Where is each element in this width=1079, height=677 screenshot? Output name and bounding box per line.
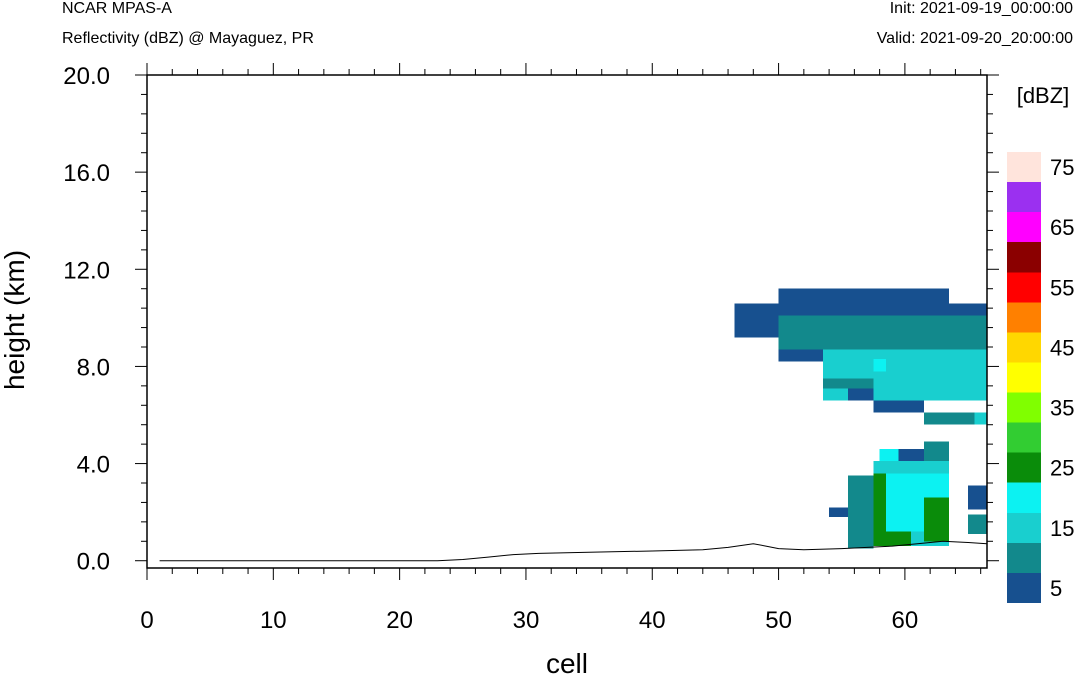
reflectivity-cell-9 bbox=[923, 412, 975, 425]
colorbar-label: 15 bbox=[1050, 516, 1074, 541]
plot-frame bbox=[146, 74, 988, 569]
reflectivity-cell-3 bbox=[778, 315, 987, 350]
reflectivity-cell-2 bbox=[778, 303, 987, 316]
plot-border bbox=[146, 74, 988, 569]
reflectivity-cell-4 bbox=[778, 349, 823, 362]
x-tick-label: 20 bbox=[386, 607, 413, 634]
colorbar-label: 45 bbox=[1050, 335, 1074, 360]
colorbar-swatch bbox=[1007, 452, 1041, 483]
reflectivity-cell-23 bbox=[968, 485, 987, 510]
colorbar-swatch bbox=[1007, 302, 1041, 333]
colorbar-label: 35 bbox=[1050, 396, 1074, 421]
colorbar-swatch bbox=[1007, 212, 1041, 243]
colorbar-swatch bbox=[1007, 332, 1041, 363]
y-tick-label: 4.0 bbox=[77, 452, 110, 479]
reflectivity-cell-13 bbox=[898, 449, 924, 462]
reflectivity-cell-20 bbox=[923, 497, 950, 542]
colorbar-swatch bbox=[1007, 512, 1041, 543]
terrain-layer bbox=[159, 540, 988, 562]
colorbar-swatch bbox=[1007, 572, 1041, 603]
init-time: Init: 2021-09-19_00:00:00 bbox=[889, 0, 1073, 17]
reflectivity-cell-6 bbox=[822, 378, 874, 389]
chart-subtitle: Reflectivity (dBZ) @ Mayaguez, PR bbox=[62, 30, 314, 47]
colorbar-label: 75 bbox=[1050, 155, 1074, 180]
y-axis-label: height (km) bbox=[0, 250, 30, 390]
reflectivity-cell-10 bbox=[974, 412, 987, 425]
reflectivity-cell-7 bbox=[848, 388, 874, 401]
reflectivity-cell-18 bbox=[873, 473, 886, 547]
colorbar-swatch bbox=[1007, 482, 1041, 513]
colorbar-swatch bbox=[1007, 392, 1041, 423]
x-tick-label: 10 bbox=[260, 607, 287, 634]
colorbar-label: 5 bbox=[1050, 576, 1062, 601]
reflectivity-cell-14 bbox=[923, 441, 950, 462]
reflectivity-cell-15 bbox=[848, 475, 874, 549]
colorbar-swatch bbox=[1007, 422, 1041, 453]
valid-time: Valid: 2021-09-20_20:00:00 bbox=[876, 30, 1073, 47]
model-title: NCAR MPAS-A bbox=[62, 0, 172, 17]
colorbar-swatch bbox=[1007, 242, 1041, 273]
colorbar-label: 55 bbox=[1050, 275, 1074, 300]
x-tick-label: 0 bbox=[140, 607, 153, 634]
reflectivity-cell-22 bbox=[968, 514, 987, 534]
x-axis-ticks: 0 10 20 30 40 50 60 bbox=[140, 63, 982, 634]
reflectivity-cell-19 bbox=[885, 531, 912, 547]
reflectivity-cell-12 bbox=[879, 449, 899, 462]
x-tick-label: 30 bbox=[513, 607, 540, 634]
y-axis-ticks: 0.0 4.0 8.0 12.0 16.0 20.0 bbox=[63, 63, 999, 576]
reflectivity-cell-0 bbox=[778, 288, 950, 304]
colorbar-swatch bbox=[1007, 272, 1041, 303]
colorbar-label: 25 bbox=[1050, 456, 1074, 481]
colorbar: 5 15 25 35 45 55 65 75 bbox=[1007, 152, 1074, 603]
y-tick-label: 12.0 bbox=[63, 257, 110, 284]
y-tick-label: 16.0 bbox=[63, 160, 110, 187]
reflectivity-cells bbox=[734, 288, 987, 549]
reflectivity-cell-11 bbox=[873, 359, 886, 372]
y-tick-label: 8.0 bbox=[77, 354, 110, 381]
colorbar-title: [dBZ] bbox=[1017, 83, 1070, 108]
colorbar-swatch bbox=[1007, 152, 1041, 183]
terrain-line bbox=[159, 540, 988, 562]
y-tick-label: 20.0 bbox=[63, 63, 110, 90]
x-axis-label: cell bbox=[546, 648, 588, 677]
y-tick-label: 0.0 bbox=[77, 549, 110, 576]
reflectivity-cell-1 bbox=[734, 303, 779, 338]
x-tick-label: 50 bbox=[765, 607, 792, 634]
reflectivity-cell-21 bbox=[829, 507, 849, 517]
reflectivity-cell-5 bbox=[822, 349, 987, 401]
colorbar-swatch bbox=[1007, 362, 1041, 393]
x-tick-label: 40 bbox=[639, 607, 666, 634]
reflectivity-cell-8 bbox=[873, 400, 924, 413]
colorbar-swatch bbox=[1007, 182, 1041, 213]
x-tick-label: 60 bbox=[892, 607, 919, 634]
colorbar-swatch bbox=[1007, 542, 1041, 573]
colorbar-label: 65 bbox=[1050, 215, 1074, 240]
